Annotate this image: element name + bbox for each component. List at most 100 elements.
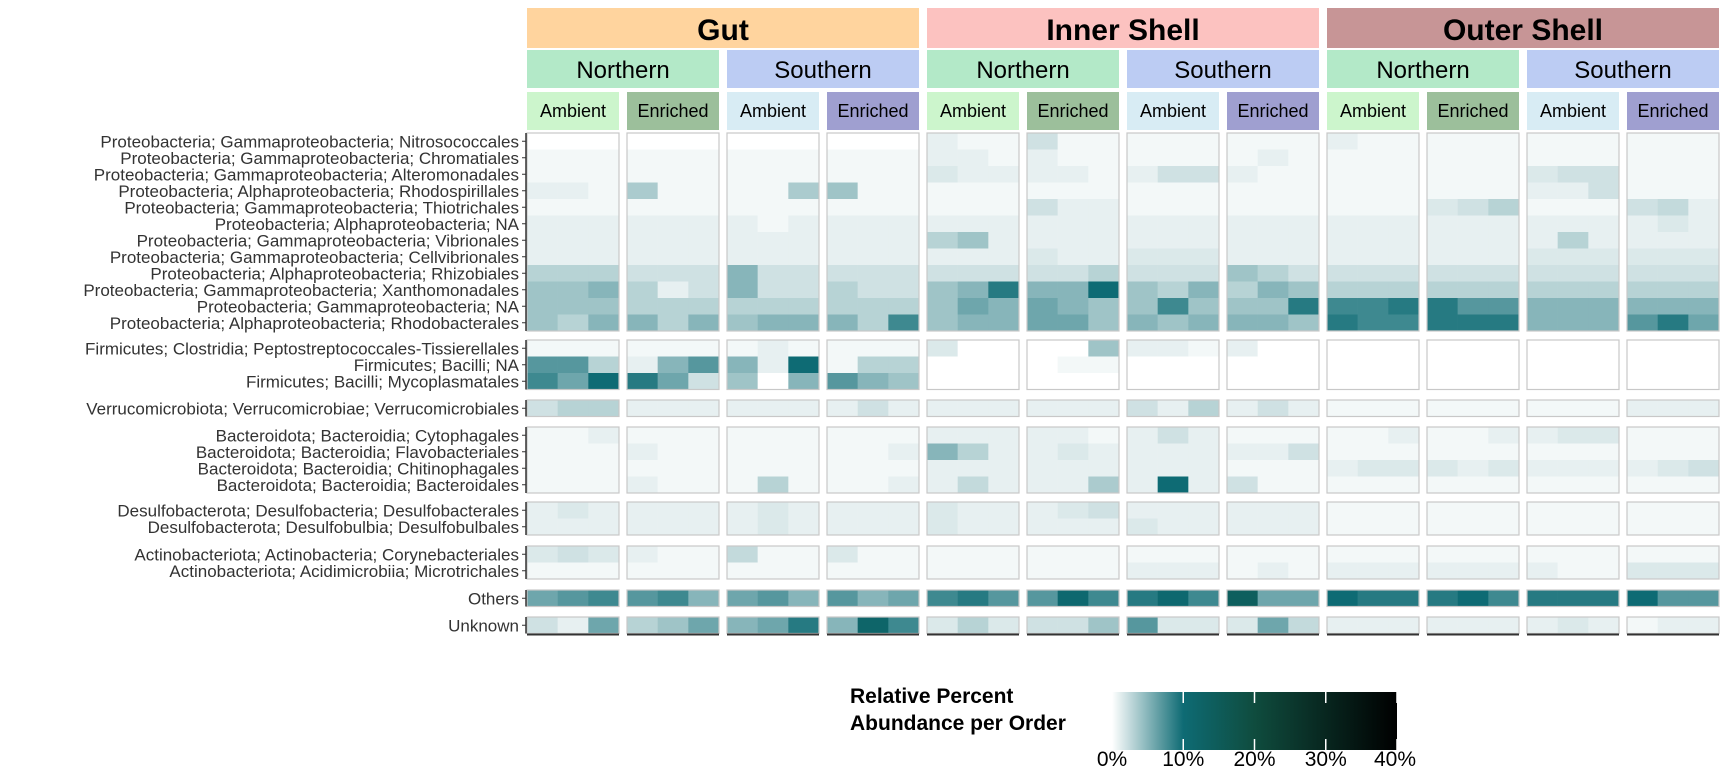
heatmap-cell <box>1227 546 1258 563</box>
heatmap-cell <box>857 149 889 167</box>
heatmap-cell <box>1127 149 1158 167</box>
heatmap-cell <box>857 546 889 563</box>
heatmap-cell <box>827 562 858 580</box>
heatmap-cell <box>1027 562 1058 580</box>
heatmap-cell <box>1288 340 1320 357</box>
heatmap-cell <box>1327 182 1358 200</box>
panel-frame <box>1126 399 1220 418</box>
heatmap-cell <box>1527 400 1558 417</box>
heatmap-cell <box>1088 215 1120 233</box>
heatmap-cell <box>1627 443 1658 461</box>
heatmap-cell <box>1588 427 1620 444</box>
legend-tick-label: 40% <box>1374 748 1416 768</box>
heatmap-cell <box>1288 502 1320 519</box>
heatmap-cell <box>788 590 820 607</box>
heatmap-cell <box>1588 373 1620 390</box>
heatmap-cell <box>1027 133 1058 150</box>
panel-frame <box>626 339 720 391</box>
heatmap-cell <box>727 232 758 249</box>
heatmap-cell <box>857 518 889 536</box>
heatmap-cell <box>1088 373 1120 390</box>
heatmap-cell <box>1457 133 1489 150</box>
heatmap-cell <box>927 232 958 249</box>
heatmap-cell <box>1627 166 1658 183</box>
heatmap-cell <box>1427 298 1458 315</box>
heatmap-cell <box>1627 232 1658 249</box>
heatmap-cell <box>727 460 758 477</box>
heatmap-cell <box>588 199 620 216</box>
heatmap-cell <box>1257 182 1289 200</box>
heatmap-cell <box>688 281 720 299</box>
heatmap-cell <box>1257 166 1289 183</box>
heatmap-cell <box>888 298 920 315</box>
heatmap-cell <box>1357 373 1389 390</box>
heatmap-cell <box>1557 166 1589 183</box>
heatmap-cell <box>1057 443 1089 461</box>
heatmap-cell <box>727 518 758 536</box>
heatmap-cell <box>788 133 820 150</box>
heatmap-cell <box>1088 518 1120 536</box>
heatmap-cell <box>588 427 620 444</box>
heatmap-cell <box>527 373 558 390</box>
panel-frame <box>626 589 720 608</box>
heatmap-cell <box>657 340 689 357</box>
heatmap-cell <box>957 281 989 299</box>
heatmap-cell <box>557 166 589 183</box>
heatmap-cell <box>1257 562 1289 580</box>
panel-frame <box>1026 501 1120 536</box>
panel-frame <box>1226 589 1320 608</box>
heatmap-cell <box>1057 166 1089 183</box>
heatmap-cell <box>1127 248 1158 266</box>
heatmap-cell <box>1488 199 1520 216</box>
facet-strips: Gut Northern Ambient Enriched Southern Ambien… <box>527 8 1719 130</box>
heatmap-cell <box>1327 518 1358 536</box>
heatmap-cell <box>1427 281 1458 299</box>
heatmap-cell <box>527 298 558 315</box>
heatmap-cell <box>1427 182 1458 200</box>
heatmap-cell <box>657 373 689 390</box>
heatmap-cell <box>927 427 958 444</box>
heatmap-cell <box>927 281 958 299</box>
heatmap-cell <box>927 314 958 332</box>
heatmap-cell <box>1357 476 1389 494</box>
heatmap-cell <box>927 443 958 461</box>
heatmap-cell <box>1527 518 1558 536</box>
heatmap-cell <box>1088 248 1120 266</box>
panel-frame <box>1326 399 1420 418</box>
heatmap-cell <box>588 356 620 374</box>
heatmap-cell <box>1127 400 1158 417</box>
heatmap-cell <box>727 199 758 216</box>
heatmap-cell <box>757 298 789 315</box>
heatmap-cell <box>1027 199 1058 216</box>
panel-frame <box>1226 545 1320 580</box>
heatmap-cell <box>1057 590 1089 607</box>
heatmap-cell <box>1627 356 1658 374</box>
heatmap-cell <box>1588 281 1620 299</box>
heatmap-cell <box>1227 518 1258 536</box>
heatmap-cell <box>1588 265 1620 282</box>
heatmap-cell <box>1357 133 1389 150</box>
heatmap-cell <box>827 617 858 634</box>
heatmap-cell <box>1488 265 1520 282</box>
strip-tissue-inner-shell <box>927 8 1319 48</box>
heatmap-cell <box>1188 149 1220 167</box>
heatmap-cell <box>1227 400 1258 417</box>
heatmap-cell <box>827 314 858 332</box>
heatmap-cell <box>657 232 689 249</box>
heatmap-cell <box>688 133 720 150</box>
heatmap-cell <box>1327 166 1358 183</box>
heatmap-cell <box>1088 590 1120 607</box>
heatmap-cell <box>1157 562 1189 580</box>
heatmap-cell <box>1388 356 1420 374</box>
heatmap-cell <box>1088 427 1120 444</box>
heatmap-cell <box>688 149 720 167</box>
heatmap-cell <box>1657 215 1689 233</box>
heatmap-cell <box>988 460 1020 477</box>
heatmap-cell <box>957 265 989 282</box>
heatmap-cell <box>627 443 658 461</box>
heatmap-cell <box>1557 590 1589 607</box>
heatmap-cell <box>857 199 889 216</box>
heatmap-cell <box>1157 502 1189 519</box>
heatmap-cell <box>627 427 658 444</box>
heatmap-cell <box>1088 502 1120 519</box>
